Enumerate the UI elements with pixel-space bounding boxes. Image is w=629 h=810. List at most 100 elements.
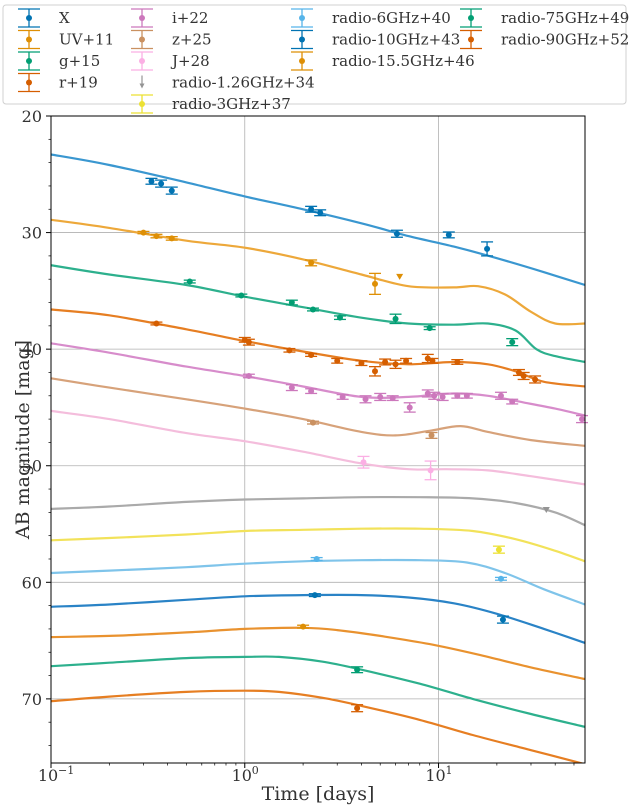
- legend-label: J+28: [170, 52, 210, 70]
- data-point: [520, 372, 527, 379]
- legend-label: i+22: [172, 9, 208, 27]
- legend-box: [2, 4, 627, 105]
- data-point: [313, 555, 320, 562]
- model-curve-7: [51, 495, 585, 527]
- data-point: [308, 206, 315, 213]
- data-point: [288, 384, 295, 391]
- data-point: [308, 259, 315, 266]
- data-point: [153, 233, 160, 240]
- data-point: [311, 592, 318, 599]
- legend-marker-point: [26, 58, 32, 64]
- y-tick-label: 40: [22, 340, 42, 359]
- y-tick-label: 60: [22, 573, 42, 592]
- data-points: [137, 177, 588, 713]
- data-point: [308, 351, 315, 358]
- data-point: [406, 404, 413, 411]
- data-point: [497, 392, 504, 399]
- legend-label: radio-3GHz+37: [172, 95, 291, 113]
- data-point: [371, 280, 378, 287]
- legend-label: X: [59, 9, 70, 27]
- data-point: [377, 393, 384, 400]
- legend-marker-point: [26, 79, 32, 86]
- y-axis-label: AB magnitude [mag]: [12, 340, 34, 540]
- legend-label: radio-75GHz+49: [501, 9, 629, 27]
- plot-frame: [50, 115, 586, 764]
- data-point: [389, 395, 396, 402]
- data-point: [245, 339, 252, 346]
- upper-limit-marker: [396, 273, 404, 280]
- data-point: [403, 357, 410, 364]
- legend-marker-point: [468, 36, 474, 43]
- data-point: [426, 325, 433, 332]
- legend-marker-point: [299, 58, 305, 64]
- legend-label: z+25: [172, 31, 212, 49]
- data-point: [168, 235, 175, 242]
- model-curve-5: [51, 377, 585, 447]
- legend-label: radio-6GHz+40: [332, 9, 451, 27]
- data-point: [308, 388, 315, 395]
- data-point: [484, 245, 491, 252]
- model-curve-10: [51, 593, 585, 644]
- x-tick-exponent: 0: [252, 764, 259, 777]
- legend-label: radio-90GHz+52: [501, 31, 629, 49]
- data-point: [463, 392, 470, 399]
- y-tick-label: 70: [22, 690, 42, 709]
- model-curve-9: [51, 558, 585, 606]
- legend-marker-point: [139, 36, 145, 43]
- data-point: [245, 372, 252, 379]
- data-point: [168, 187, 175, 194]
- data-point: [454, 358, 461, 365]
- data-point: [495, 546, 502, 553]
- legend-marker-point: [299, 15, 305, 21]
- x-tick-label: 10: [425, 766, 445, 785]
- data-point: [392, 361, 399, 368]
- data-point: [499, 616, 506, 623]
- x-axis-label: Time [days]: [262, 783, 375, 805]
- legend-marker-arrow: [139, 83, 145, 89]
- data-point: [431, 392, 438, 399]
- data-point: [238, 292, 245, 299]
- data-point: [354, 705, 361, 712]
- data-point: [317, 209, 324, 216]
- model-curve-8: [51, 527, 585, 563]
- data-point: [428, 432, 435, 439]
- data-point: [445, 231, 452, 238]
- data-point: [140, 229, 147, 236]
- data-point: [358, 360, 365, 367]
- model-curve-0: [51, 153, 585, 287]
- legend-marker-point: [139, 15, 145, 21]
- legend: X UV+11 g+15 r+19 i+22 z+25 J+28 radio-1.26GHz+…: [2, 4, 629, 114]
- data-point: [354, 666, 361, 673]
- x-tick-exponent: −1: [58, 764, 74, 777]
- data-point: [382, 358, 389, 365]
- model-curve-11: [51, 626, 585, 681]
- legend-marker-point: [139, 101, 145, 107]
- legend-marker-point: [26, 36, 32, 43]
- data-point: [286, 347, 293, 354]
- legend-label: radio-15.5GHz+46: [332, 52, 475, 70]
- data-point: [186, 278, 193, 285]
- model-curve-1: [51, 218, 585, 326]
- data-point: [393, 230, 400, 237]
- x-tick-exponent: 1: [446, 764, 453, 777]
- y-tick-label: 20: [22, 107, 42, 126]
- data-point: [509, 398, 516, 405]
- data-point: [310, 306, 317, 313]
- legend-label: r+19: [59, 74, 98, 92]
- y-tick-label: 50: [22, 457, 42, 476]
- legend-label: radio-1.26GHz+34: [172, 74, 315, 92]
- legend-marker-point: [299, 36, 305, 43]
- model-curve-13: [51, 689, 585, 763]
- data-point: [427, 467, 434, 474]
- legend-label: radio-10GHz+43: [332, 31, 460, 49]
- data-point: [148, 178, 155, 185]
- legend-label: g+15: [59, 52, 100, 70]
- data-point: [310, 419, 317, 426]
- data-point: [578, 416, 585, 423]
- data-point: [532, 376, 539, 383]
- data-point: [360, 459, 367, 466]
- model-curve-12: [51, 655, 585, 728]
- y-tick-label: 30: [22, 224, 42, 243]
